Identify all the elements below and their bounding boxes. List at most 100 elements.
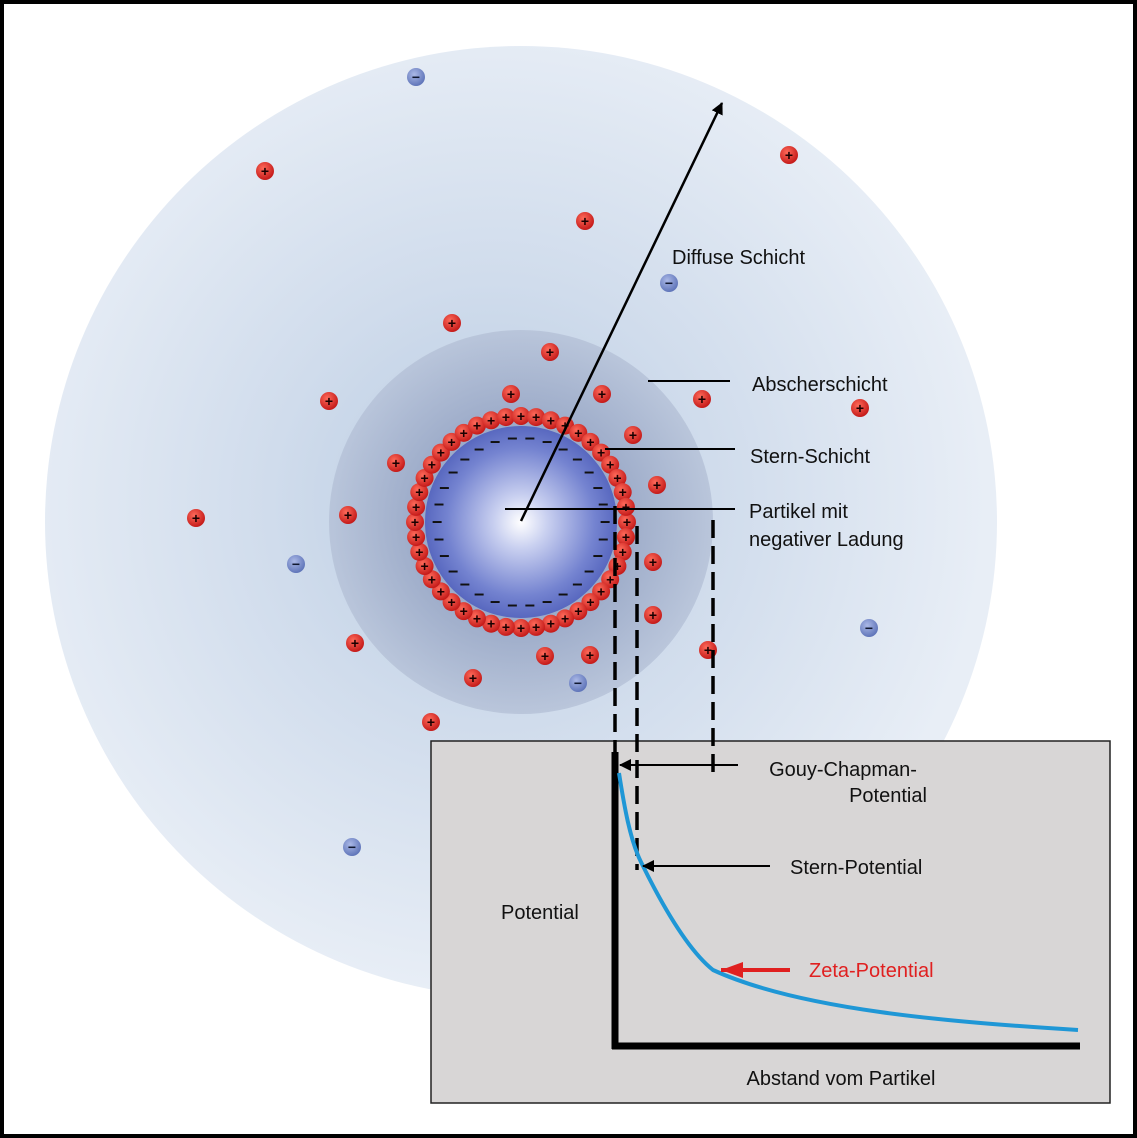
diffuse-layer-cation: + [693, 390, 711, 408]
cation-sign: + [437, 583, 445, 599]
cation-sign: + [415, 484, 423, 500]
cation-sign: + [785, 147, 793, 163]
shear-layer-label: Abscherschicht [752, 374, 888, 396]
cation-sign: + [325, 393, 333, 409]
cation-sign: + [629, 427, 637, 443]
particle-label-line2: negativer Ladung [749, 529, 904, 551]
stern-layer-cation: + [467, 416, 486, 435]
cation-sign: + [344, 507, 352, 523]
stern-layer-cation: + [527, 408, 546, 427]
cation-sign: + [427, 714, 435, 730]
cation-sign: + [597, 445, 605, 461]
stern-layer-cation: + [454, 423, 473, 442]
surface-negative-charge: − [558, 439, 569, 459]
cation-sign: + [613, 558, 621, 574]
diffuse-layer-cation: + [443, 314, 461, 332]
surface-negative-charge: − [448, 561, 459, 581]
anion-sign: − [574, 675, 582, 691]
surface-negative-charge: − [584, 463, 595, 483]
diffuse-layer-anion: − [287, 555, 305, 573]
stern-layer-cation: + [406, 513, 424, 531]
cation-sign: + [547, 616, 555, 632]
diffuse-layer-cation: + [780, 146, 798, 164]
surface-negative-charge: − [525, 596, 536, 616]
gouy-chapman-label-line1: Gouy-Chapman- [769, 759, 917, 781]
cation-sign: + [517, 620, 525, 636]
cation-sign: + [460, 425, 468, 441]
cation-sign: + [532, 619, 540, 635]
stern-layer-cation: + [601, 455, 620, 474]
cation-sign: + [623, 514, 631, 530]
particle-surface-charges: −−−−−−−−−−−−−−−−−−−−− − − − − −−−−− [432, 428, 611, 615]
stern-layer-cation: + [482, 411, 501, 430]
cation-sign: + [351, 635, 359, 651]
stern-layer-cation: + [482, 614, 501, 633]
cation-sign: + [586, 434, 594, 450]
diffuse-layer-cation: + [644, 553, 662, 571]
diffuse-layer-anion: − [569, 674, 587, 692]
anion-sign: − [292, 556, 300, 572]
cation-sign: + [561, 610, 569, 626]
cation-sign: + [606, 571, 614, 587]
cation-sign: + [574, 425, 582, 441]
diffuse-layer-cation: + [851, 399, 869, 417]
cation-sign: + [619, 484, 627, 500]
surface-negative-charge: − [434, 495, 445, 515]
cation-sign: + [622, 499, 630, 515]
stern-layer-cation: + [618, 513, 636, 531]
cation-sign: + [704, 642, 712, 658]
cation-sign: + [473, 610, 481, 626]
cation-sign: + [420, 470, 428, 486]
anion-sign: − [665, 275, 673, 291]
gouy-chapman-label-line2: Potential [849, 785, 927, 807]
diffuse-layer-cation: + [581, 646, 599, 664]
stern-layer-cation: + [616, 497, 635, 516]
zeta-potential-label: Zeta-Potential [809, 960, 934, 982]
cation-sign: + [487, 412, 495, 428]
cation-sign: + [597, 583, 605, 599]
cation-sign: + [447, 434, 455, 450]
stern-layer-cation: + [422, 570, 441, 589]
cation-sign: + [469, 670, 477, 686]
potential-curve [617, 772, 1079, 1032]
cation-sign: + [502, 409, 510, 425]
stern-layer-cation: + [512, 407, 530, 425]
cation-sign: + [428, 571, 436, 587]
surface-negative-charge: − [490, 592, 501, 612]
surface-negative-charge: − [572, 450, 583, 470]
stern-layer-cation: + [410, 542, 429, 561]
surface-negative-charge: − [525, 428, 536, 448]
surface-negative-charge: − [598, 495, 609, 515]
anion-sign: − [865, 620, 873, 636]
surface-negative-charge: − [460, 450, 471, 470]
surface-negative-charge: − [439, 478, 450, 498]
stern-layer-cation: + [613, 483, 632, 502]
diffuse-layer-cation: + [624, 426, 642, 444]
stern-layer-cation: + [415, 468, 434, 487]
surface-negative-charge: − [490, 432, 501, 452]
cation-sign: + [532, 409, 540, 425]
diffuse-layer-anion: − [343, 838, 361, 856]
cation-sign: + [622, 529, 630, 545]
diffuse-layer-label: Diffuse Schicht [672, 247, 805, 269]
surface-negative-charge: − [542, 432, 553, 452]
cation-sign: + [598, 386, 606, 402]
cation-sign: + [392, 455, 400, 471]
stern-layer-cation: + [527, 617, 546, 636]
surface-negative-charge: − [507, 596, 518, 616]
diffuse-layer-cation: + [422, 713, 440, 731]
cation-sign: + [428, 457, 436, 473]
stern-layer-cation: + [415, 557, 434, 576]
cation-sign: + [561, 418, 569, 434]
cation-sign: + [448, 315, 456, 331]
cation-sign: + [649, 607, 657, 623]
surface-negative-charge: − [542, 592, 553, 612]
stern-layer-cation: + [410, 483, 429, 502]
stern-layer-cation: + [541, 614, 560, 633]
diffuse-layer-anion: − [860, 619, 878, 637]
stern-layer-cation: + [608, 557, 627, 576]
diffuse-layer-cation: + [644, 606, 662, 624]
surface-negative-charge: − [600, 512, 611, 532]
surface-negative-charge: − [432, 512, 443, 532]
stern-layer-cation: + [496, 408, 515, 427]
